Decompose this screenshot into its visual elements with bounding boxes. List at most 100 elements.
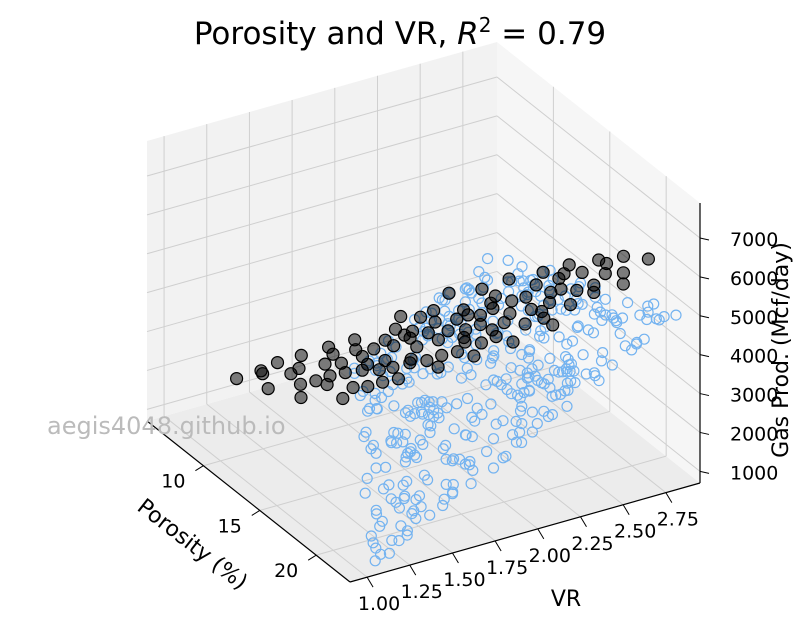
fitted-point — [587, 327, 600, 339]
fitted-point — [505, 362, 517, 374]
y-tick-label: 2.00 — [529, 545, 571, 567]
fitted-point — [401, 475, 413, 487]
data-point — [427, 304, 441, 318]
fitted-point — [513, 426, 526, 438]
z-tick-mark — [699, 393, 710, 397]
fitted-point — [433, 412, 445, 424]
gridline — [163, 415, 368, 578]
data-point — [386, 360, 400, 374]
y-tick-mark — [665, 492, 673, 503]
x-tick-label: 20 — [274, 560, 298, 582]
data-point — [318, 357, 332, 371]
watermark-text: aegis4048.github.io — [47, 412, 286, 440]
fitted-point — [465, 287, 478, 299]
data-point — [473, 308, 487, 322]
fitted-point — [485, 357, 497, 369]
fitted-point — [398, 492, 410, 505]
fitted-point — [359, 487, 371, 499]
y-axis-line — [349, 482, 701, 583]
data-point — [503, 306, 517, 321]
data-point — [488, 289, 502, 303]
x-tick-mark — [251, 510, 261, 516]
fitted-point — [410, 494, 422, 506]
fitted-point — [370, 447, 382, 459]
fitted-point — [415, 396, 428, 409]
y-tick-mark — [537, 528, 545, 540]
fitted-point — [436, 294, 448, 306]
gridline — [496, 76, 701, 239]
data-point — [378, 333, 392, 347]
data-point — [413, 310, 428, 324]
data-point — [535, 304, 549, 319]
fitted-point — [393, 534, 405, 547]
data-point — [505, 294, 519, 308]
fitted-point — [358, 431, 370, 443]
gridline — [496, 309, 701, 472]
data-point — [616, 249, 631, 263]
data-point — [592, 253, 606, 267]
fitted-point — [610, 315, 622, 327]
gridline — [146, 115, 498, 216]
fitted-point — [423, 396, 435, 408]
x-tick-mark — [307, 554, 317, 561]
fitted-point — [424, 426, 436, 439]
z-tick-label: 4000 — [730, 346, 778, 368]
y-tick-mark — [622, 504, 630, 515]
data-point — [536, 265, 550, 279]
data-point — [435, 348, 449, 362]
observed-data-markers — [230, 249, 656, 406]
fitted-point — [461, 392, 474, 405]
fitted-point — [619, 340, 631, 352]
fitted-point — [544, 352, 556, 364]
z-tick-mark — [699, 276, 710, 280]
fitted-point — [466, 431, 478, 443]
z-tick-mark — [699, 354, 710, 358]
data-point — [355, 349, 369, 364]
fitted-point — [544, 382, 556, 394]
fitted-point — [459, 283, 471, 295]
x-tick-label: 15 — [218, 515, 242, 537]
y-tick-label: 2.75 — [657, 509, 699, 531]
data-point — [322, 340, 336, 354]
fitted-point — [562, 384, 574, 396]
data-point — [294, 348, 308, 362]
data-point — [294, 390, 308, 405]
fitted-point — [621, 297, 634, 309]
z-tick-label: 1000 — [730, 462, 778, 484]
fitted-point — [631, 336, 643, 348]
data-point — [421, 326, 435, 340]
fitted-point — [576, 298, 588, 310]
fitted-point — [556, 366, 569, 378]
fitted-point — [399, 456, 411, 468]
fitted-point — [399, 428, 411, 440]
gridline — [419, 343, 624, 506]
data-point — [376, 375, 390, 389]
data-point — [261, 382, 275, 396]
x-axis-label: Porosity (%) — [132, 494, 252, 595]
fitted-point — [454, 453, 466, 465]
fitted-point — [538, 332, 550, 344]
data-point — [457, 330, 471, 345]
fitted-point — [375, 391, 388, 404]
gridline — [334, 367, 539, 530]
fitted-point — [400, 451, 412, 463]
data-point — [474, 336, 488, 350]
fitted-point — [371, 403, 383, 415]
fitted-point — [502, 254, 514, 266]
data-point — [529, 278, 543, 292]
fitted-point — [561, 338, 573, 350]
data-point — [450, 312, 464, 326]
data-point — [391, 372, 405, 386]
x-tick-mark — [195, 465, 204, 472]
fitted-point — [523, 384, 535, 396]
fitted-point — [614, 327, 626, 340]
gridline — [146, 193, 498, 294]
fitted-point — [448, 423, 460, 435]
fitted-point — [562, 353, 574, 365]
fitted-point — [397, 479, 409, 491]
data-point — [367, 342, 381, 356]
fitted-point — [511, 389, 524, 401]
fitted-point — [480, 379, 492, 391]
gridline — [291, 379, 496, 542]
fitted-point — [490, 418, 502, 430]
